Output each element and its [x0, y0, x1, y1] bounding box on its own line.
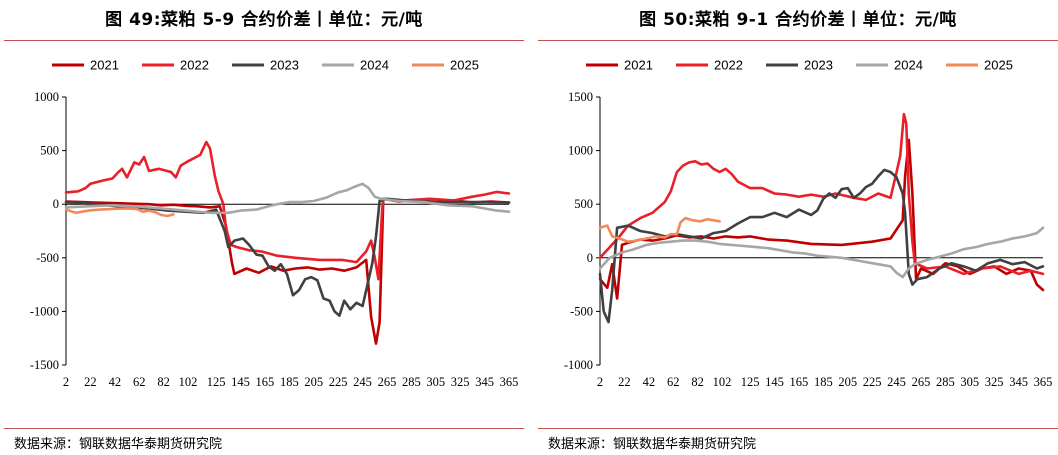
x-tick-label: 225 — [863, 375, 882, 389]
spread-chart-9-1: 2021 2022 2023 2024 2025 1500 1000 500 0 -500 -100… — [564, 58, 1053, 390]
x-tick-label: 305 — [960, 375, 979, 389]
x-tick-label: 365 — [1034, 375, 1053, 389]
x-tick-label: 42 — [109, 375, 122, 389]
source-label: 数据来源： — [14, 437, 80, 452]
title-rule — [538, 40, 1058, 41]
series-line-2024 — [598, 226, 1045, 279]
x-tick-label: 245 — [887, 375, 906, 389]
x-tick-label: 2 — [63, 375, 69, 389]
x-tick-label: 145 — [231, 375, 250, 389]
x-tick-label: 205 — [304, 375, 323, 389]
x-tick-label: 345 — [1009, 375, 1028, 389]
x-tick-label: 185 — [280, 375, 299, 389]
x-tick-label: 285 — [936, 375, 955, 389]
x-tick-label: 125 — [207, 375, 226, 389]
y-tick-label: 0 — [53, 197, 59, 211]
x-tick-label: 22 — [84, 375, 97, 389]
x-tick-label: 245 — [353, 375, 372, 389]
x-tick-label: 165 — [790, 375, 809, 389]
x-tick-label: 22 — [618, 375, 631, 389]
y-tick-label: 0 — [587, 251, 593, 265]
series-line-2022 — [598, 112, 1045, 276]
source-label: 数据来源： — [548, 437, 614, 452]
source-rule — [538, 428, 1058, 429]
legend-label: 2023 — [804, 58, 833, 73]
y-tick-label: -500 — [36, 251, 59, 265]
x-tick-label: 62 — [667, 375, 680, 389]
x-tick-label: 82 — [691, 375, 704, 389]
x-tick-label: 265 — [912, 375, 931, 389]
title-rule — [4, 40, 524, 41]
legend-label: 2023 — [270, 58, 299, 73]
y-tick-label: -1000 — [30, 304, 59, 318]
source-text: 钢联数据华泰期货研究院 — [79, 437, 223, 452]
x-tick-label: 185 — [814, 375, 833, 389]
chart-panel-left: 图 49:菜粕 5-9 合约价差丨单位：元/吨 2021 2022 2023 2024… — [4, 0, 524, 455]
x-tick-label: 325 — [451, 375, 470, 389]
series-line-2024 — [64, 182, 511, 215]
x-tick-label: 102 — [713, 375, 732, 389]
x-tick-label: 125 — [741, 375, 760, 389]
spread-chart-5-9: 2021 2022 2023 2024 2025 1000 500 0 -500 -1000 -15… — [30, 58, 519, 390]
x-tick-label: 2 — [597, 375, 603, 389]
y-tick-label: 1000 — [568, 144, 593, 158]
x-tick-label: 42 — [643, 375, 656, 389]
legend-label: 2021 — [624, 58, 653, 73]
x-tick-label: 205 — [838, 375, 857, 389]
y-tick-label: -500 — [570, 304, 593, 318]
x-tick-label: 325 — [985, 375, 1004, 389]
source-note: 数据来源：钢联数据华泰期货研究院 — [14, 433, 222, 452]
legend-label: 2021 — [90, 58, 119, 73]
series-line-2021 — [598, 138, 1045, 300]
source-text: 钢联数据华泰期货研究院 — [613, 437, 757, 452]
x-tick-label: 165 — [256, 375, 275, 389]
y-tick-label: 500 — [40, 144, 59, 158]
source-note: 数据来源：钢联数据华泰期货研究院 — [548, 433, 756, 452]
x-tick-label: 365 — [500, 375, 519, 389]
x-tick-label: 305 — [426, 375, 445, 389]
x-tick-label: 82 — [157, 375, 170, 389]
x-tick-label: 102 — [179, 375, 198, 389]
chart-panel-right: 图 50:菜粕 9-1 合约价差丨单位：元/吨 2021 2022 2023 2024… — [538, 0, 1058, 455]
x-tick-label: 145 — [765, 375, 784, 389]
series-line-2025 — [64, 207, 175, 218]
y-tick-label: 1500 — [568, 90, 593, 104]
legend-label: 2024 — [360, 58, 389, 73]
x-tick-label: 62 — [133, 375, 146, 389]
series-line-2025 — [598, 216, 721, 243]
legend-label: 2024 — [894, 58, 923, 73]
y-tick-label: 1000 — [34, 90, 59, 104]
source-rule — [4, 428, 524, 429]
x-tick-label: 265 — [378, 375, 397, 389]
legend-label: 2022 — [180, 58, 209, 73]
y-tick-label: 500 — [574, 197, 593, 211]
y-tick-label: -1500 — [30, 358, 59, 372]
chart-title: 图 50:菜粕 9-1 合约价差丨单位：元/吨 — [639, 10, 957, 30]
chart-title: 图 49:菜粕 5-9 合约价差丨单位：元/吨 — [105, 10, 423, 30]
series-line-2022 — [64, 140, 511, 281]
x-tick-label: 225 — [329, 375, 348, 389]
legend-label: 2025 — [450, 58, 479, 73]
y-tick-label: -1000 — [564, 358, 593, 372]
x-tick-label: 345 — [475, 375, 494, 389]
legend-label: 2025 — [984, 58, 1013, 73]
legend-label: 2022 — [714, 58, 743, 73]
x-tick-label: 285 — [402, 375, 421, 389]
series-line-2021 — [64, 197, 511, 345]
